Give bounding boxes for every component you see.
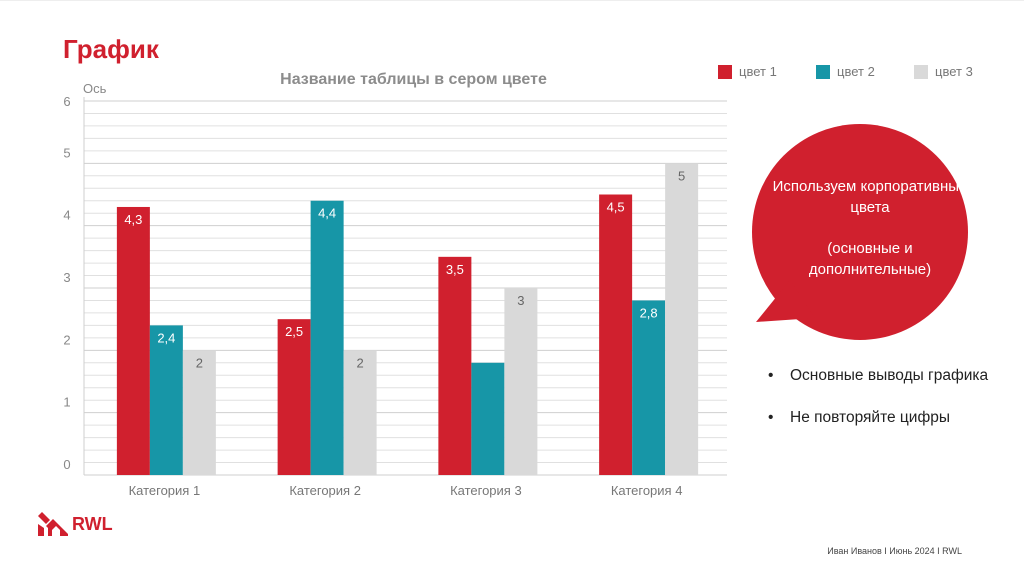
legend-label-1: цвет 1: [739, 64, 777, 79]
legend-swatch-2: [816, 64, 830, 79]
bar: [438, 256, 472, 475]
callout-text: Используем корпоративные цвета (основные…: [770, 176, 970, 280]
bar: [310, 200, 344, 475]
bullet-symbol-1: •: [768, 367, 774, 384]
legend-label-2: цвет 2: [837, 64, 875, 79]
legend-item-3: цвет 3: [914, 64, 1012, 79]
chart-legend: цвет 1 цвет 2 цвет 3: [718, 64, 1012, 79]
y-tick-label: 3: [63, 270, 70, 285]
data-label: 2: [357, 355, 364, 370]
legend-swatch-1: [718, 64, 732, 79]
data-label: 2,8: [640, 305, 658, 320]
x-tick-label: Категория 4: [611, 483, 683, 498]
bar: [182, 350, 216, 475]
bullet-text-2: Не повторяйте цифры: [790, 409, 950, 426]
data-label: 4,5: [607, 200, 625, 215]
bullet-item-1: • Основные выводы графика: [768, 366, 998, 386]
bar: [277, 319, 311, 475]
data-label: 2,4: [157, 330, 175, 345]
data-label: 2,5: [285, 324, 303, 339]
bar: [149, 325, 183, 475]
chart-title: Название таблицы в сером цвете: [280, 71, 547, 88]
legend-label-3: цвет 3: [935, 64, 973, 79]
rwl-logo: RWL: [38, 512, 113, 536]
data-label: 4,3: [124, 212, 142, 227]
legend-item-1: цвет 1: [718, 64, 816, 79]
bar: [599, 194, 633, 475]
y-tick-label: 6: [63, 94, 70, 109]
bullet-symbol-2: •: [768, 409, 774, 426]
slide-title: График: [63, 34, 159, 64]
x-tick-label: Категория 2: [289, 483, 361, 498]
bar: [632, 300, 666, 475]
y-tick-label: 2: [63, 332, 70, 347]
y-axis-label: Ось: [83, 81, 107, 96]
logo-roof-icon: [38, 512, 68, 536]
bar: [116, 206, 150, 475]
callout-tail: [756, 280, 815, 322]
logo-text: RWL: [72, 513, 113, 534]
data-label: 4,4: [318, 206, 336, 221]
bar: [471, 362, 505, 475]
bar: [504, 288, 538, 475]
data-label: 2: [196, 355, 203, 370]
callout-line-2: (основные и дополнительные): [808, 240, 932, 278]
bullet-text-1: Основные выводы графика: [790, 367, 989, 384]
top-rule: [0, 0, 1024, 1]
data-label: 3,5: [446, 262, 464, 277]
y-tick-label: 5: [63, 145, 70, 160]
y-tick-label: 1: [63, 395, 70, 410]
data-label: 5: [678, 168, 685, 183]
callout-bubble: [752, 124, 968, 340]
y-tick-label: 0: [63, 457, 70, 472]
legend-item-2: цвет 2: [816, 64, 914, 79]
data-label: 3: [517, 293, 524, 308]
y-tick-label: 4: [63, 208, 70, 223]
bar: [665, 163, 699, 476]
x-tick-label: Категория 1: [129, 483, 201, 498]
callout-line-1: Используем корпоративные цвета: [772, 178, 968, 216]
x-tick-label: Категория 3: [450, 483, 522, 498]
slide-footer: Иван Иванов I Июнь 2024 I RWL: [827, 546, 962, 556]
bar: [343, 350, 377, 475]
bullet-item-2: • Не повторяйте цифры: [768, 408, 998, 428]
legend-swatch-3: [914, 64, 928, 79]
bullet-list: • Основные выводы графика • Не повторяйт…: [768, 366, 998, 450]
